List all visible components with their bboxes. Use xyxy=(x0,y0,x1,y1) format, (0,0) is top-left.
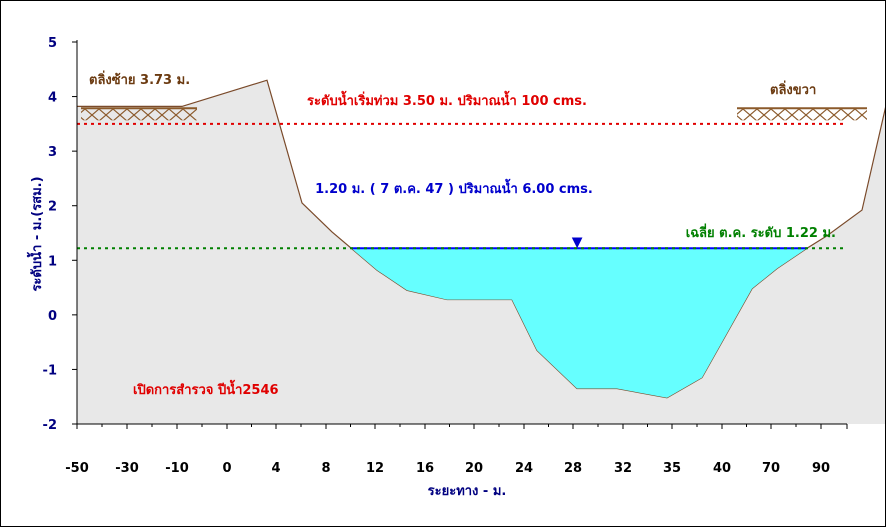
y-tick-label: 3 xyxy=(48,145,57,160)
average-level-label: เฉลี่ย ต.ค. ระดับ 1.22 ม. xyxy=(686,223,836,241)
y-tick-label: 5 xyxy=(48,36,57,51)
x-tick-label: 35 xyxy=(663,461,681,476)
water-level-marker: ▼ xyxy=(572,234,583,250)
water-level-label: 1.20 ม. ( 7 ต.ค. 47 ) ปริมาณน้ำ 6.00 cms… xyxy=(315,178,593,197)
bank-full-label: ระดับน้ำเริ่มท่วม 3.50 ม. ปริมาณน้ำ 100 … xyxy=(307,90,587,109)
x-tick-label: 0 xyxy=(222,461,231,476)
y-tick-label: 1 xyxy=(48,254,57,269)
x-tick-label: 32 xyxy=(614,461,632,476)
water-area xyxy=(351,248,807,398)
x-tick-label: -30 xyxy=(115,461,139,476)
reference-lines xyxy=(77,122,847,250)
x-tick-label: 20 xyxy=(465,461,483,476)
y-axis-title: ระดับน้ำ - ม.(รสม.) xyxy=(26,176,45,291)
x-tick-label: 8 xyxy=(321,461,330,476)
x-tick-label: 24 xyxy=(515,461,533,476)
x-tick-label: -50 xyxy=(65,461,89,476)
y-tick-label: 2 xyxy=(48,200,57,215)
y-tick-label: 4 xyxy=(48,91,57,106)
left-bank-label: ตลิ่งซ้าย 3.73 ม. xyxy=(89,70,190,88)
left-bank-marker-hatch xyxy=(81,108,197,121)
bank-markers xyxy=(81,107,867,121)
y-tick-label: -2 xyxy=(43,418,57,433)
survey-note: เปิดการสำรวจ ปีน้ำ2546 xyxy=(133,379,279,398)
ground-fill xyxy=(77,80,886,424)
x-tick-label: 16 xyxy=(416,461,434,476)
x-tick-label: 70 xyxy=(762,461,780,476)
x-tick-label: -10 xyxy=(165,461,189,476)
y-tick-label: -1 xyxy=(43,363,57,378)
right-bank-label: ตลิ่งขวา xyxy=(770,80,816,98)
x-tick-label: 28 xyxy=(564,461,582,476)
x-tick-label: 90 xyxy=(812,461,830,476)
x-tick-label: 40 xyxy=(713,461,731,476)
x-tick-label: 12 xyxy=(366,461,384,476)
x-axis-title: ระยะทาง - ม. xyxy=(428,484,507,499)
right-bank-marker-hatch xyxy=(737,108,867,121)
y-tick-label: 0 xyxy=(48,309,57,324)
x-tick-label: 4 xyxy=(271,461,280,476)
